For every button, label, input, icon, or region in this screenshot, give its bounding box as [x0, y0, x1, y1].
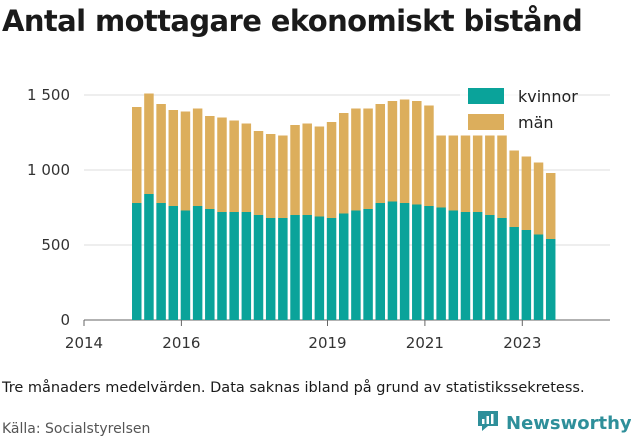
brand-name: Newsworthy	[506, 412, 631, 434]
bar-kvinnor	[132, 203, 142, 320]
bar-man	[205, 116, 215, 209]
bar-kvinnor	[205, 209, 215, 320]
y-tick-label: 1 000	[27, 161, 70, 179]
newsworthy-logo-icon	[476, 409, 500, 437]
bar-man	[436, 135, 446, 208]
x-tick-label: 2021	[406, 334, 444, 352]
bar-kvinnor	[192, 206, 203, 320]
bar-kvinnor	[229, 212, 239, 320]
bar-kvinnor	[253, 215, 264, 320]
bar-kvinnor	[412, 204, 422, 320]
bar-man	[192, 108, 203, 206]
bar-man	[412, 101, 422, 205]
bar-kvinnor	[156, 203, 166, 320]
bar-man	[241, 123, 252, 212]
bar-man	[424, 105, 434, 206]
bar-kvinnor	[472, 212, 483, 320]
bars	[132, 93, 556, 320]
legend-label: män	[518, 113, 554, 132]
legend-label: kvinnor	[518, 87, 578, 106]
brand-logo[interactable]: Newsworthy	[476, 409, 631, 437]
bar-kvinnor	[217, 212, 227, 320]
bar-man	[253, 131, 264, 215]
bar-man	[399, 99, 410, 203]
bar-kvinnor	[144, 194, 154, 320]
bar-man	[168, 110, 179, 206]
bar-man	[521, 156, 532, 230]
bar-kvinnor	[485, 215, 495, 320]
footnote: Tre månaders medelvärden. Data saknas ib…	[2, 380, 585, 396]
bar-kvinnor	[278, 218, 288, 320]
bar-kvinnor	[497, 218, 507, 320]
bar-man	[351, 108, 361, 211]
bar-kvinnor	[351, 210, 361, 320]
x-tick-label: 2019	[308, 334, 346, 352]
bar-kvinnor	[533, 234, 544, 320]
bar-man	[314, 126, 325, 217]
legend-swatch	[468, 114, 504, 130]
y-axis: 0 500 1 000 1 500	[27, 86, 70, 329]
bar-kvinnor	[338, 213, 349, 320]
bar-kvinnor	[509, 227, 519, 320]
bar-man	[387, 101, 398, 202]
y-tick-label: 1 500	[27, 86, 70, 104]
bar-man	[363, 108, 373, 209]
bar-man	[545, 173, 556, 239]
legend-swatch	[468, 88, 504, 104]
bar-man	[472, 135, 483, 212]
x-tick-label: 2023	[503, 334, 541, 352]
bar-kvinnor	[375, 203, 386, 320]
chart-title: Antal mottagare ekonomiskt bistånd	[2, 4, 583, 38]
bar-man	[180, 111, 191, 211]
bar-man	[132, 107, 142, 203]
bar-man	[448, 135, 459, 211]
bar-kvinnor	[521, 230, 532, 320]
x-tick-label: 2014	[65, 334, 103, 352]
legend: kvinnor män	[460, 84, 578, 134]
bar-kvinnor	[241, 212, 252, 320]
bar-man	[497, 135, 507, 218]
bar-man	[290, 125, 300, 215]
bar-man	[509, 150, 519, 227]
source-text: Källa: Socialstyrelsen	[2, 421, 151, 437]
bar-man	[278, 135, 288, 218]
bar-man	[460, 135, 471, 212]
x-axis: 2014 2016 2019 2021 2023	[65, 320, 541, 352]
bar-man	[217, 117, 227, 212]
bar-man	[144, 93, 154, 194]
bar-man	[229, 120, 239, 212]
y-tick-label: 500	[41, 236, 70, 254]
bar-kvinnor	[448, 210, 459, 320]
bar-man	[485, 135, 495, 215]
bar-kvinnor	[180, 210, 191, 320]
bar-man	[156, 104, 166, 203]
bar-kvinnor	[290, 215, 300, 320]
bar-kvinnor	[545, 239, 556, 320]
bar-kvinnor	[265, 218, 276, 320]
x-tick-label: 2016	[162, 334, 200, 352]
bar-kvinnor	[363, 209, 373, 320]
bar-kvinnor	[314, 216, 325, 320]
bar-kvinnor	[399, 203, 410, 320]
bar-kvinnor	[387, 201, 398, 320]
bar-kvinnor	[168, 206, 179, 320]
bar-kvinnor	[302, 215, 312, 320]
bar-man	[338, 113, 349, 214]
bar-kvinnor	[424, 206, 434, 320]
bar-man	[375, 104, 386, 203]
bar-kvinnor	[436, 207, 446, 320]
bar-man	[302, 123, 312, 215]
bar-kvinnor	[460, 212, 471, 320]
bar-man	[533, 162, 544, 235]
y-tick-label: 0	[60, 311, 70, 329]
bar-man	[326, 122, 337, 218]
bar-man	[265, 134, 276, 218]
bar-kvinnor	[326, 218, 337, 320]
stacked-bar-chart: 0 500 1 000 1 500 2014 2016 2019 2021 2023 kvin…	[27, 84, 610, 352]
